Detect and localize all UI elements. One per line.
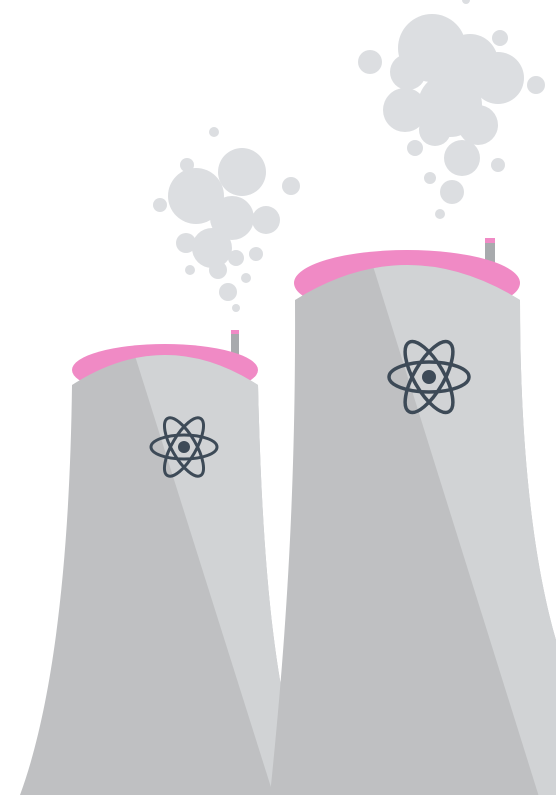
smoke-left: [153, 127, 300, 312]
tower-left: [20, 330, 320, 800]
illustration: [0, 0, 556, 811]
page: {}: [0, 0, 556, 811]
smoke-right: [358, 0, 545, 219]
tower-right: [270, 238, 556, 800]
